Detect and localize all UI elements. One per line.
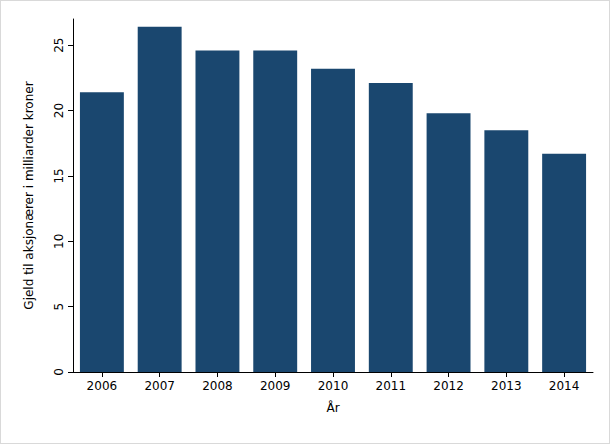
- svg-text:2010: 2010: [318, 379, 349, 393]
- svg-text:2008: 2008: [202, 379, 233, 393]
- svg-text:Gjeld til aksjonærer i milliar: Gjeld til aksjonærer i milliarder kroner: [22, 81, 36, 309]
- svg-text:0: 0: [52, 368, 66, 376]
- svg-text:2011: 2011: [376, 379, 407, 393]
- svg-text:10: 10: [52, 234, 66, 249]
- svg-text:2009: 2009: [260, 379, 291, 393]
- svg-text:2007: 2007: [144, 379, 175, 393]
- svg-text:2012: 2012: [433, 379, 464, 393]
- svg-text:15: 15: [52, 168, 66, 183]
- svg-text:25: 25: [52, 38, 66, 53]
- svg-text:År: År: [326, 400, 339, 415]
- svg-text:2013: 2013: [491, 379, 522, 393]
- svg-text:5: 5: [52, 303, 66, 311]
- svg-text:2014: 2014: [549, 379, 580, 393]
- svg-text:20: 20: [52, 103, 66, 118]
- svg-text:2006: 2006: [87, 379, 118, 393]
